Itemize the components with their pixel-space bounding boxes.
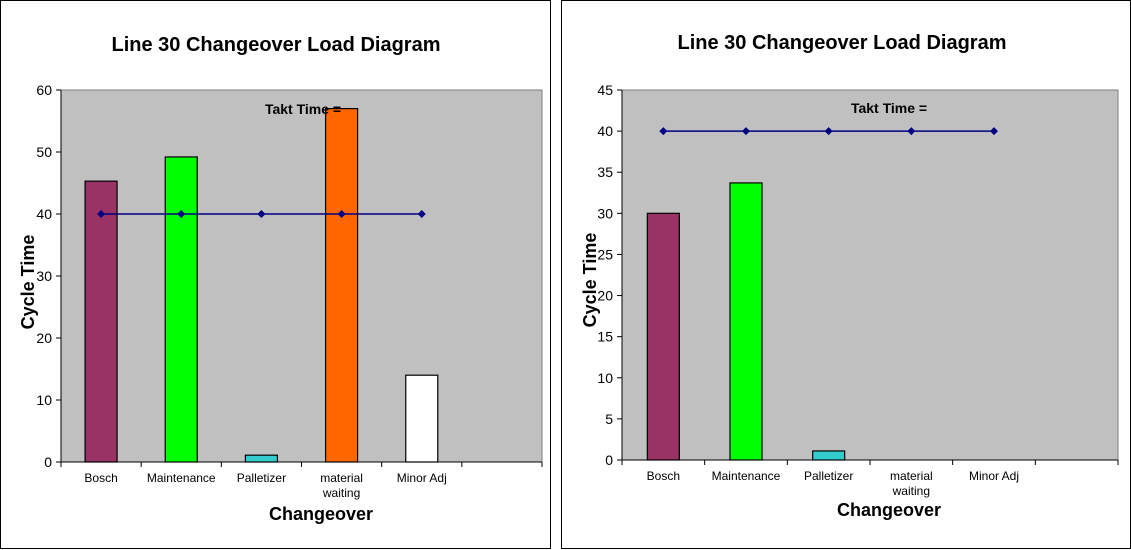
plot-area (60, 89, 543, 463)
takt-time-marker (177, 210, 186, 218)
x-tick-label: material (320, 471, 363, 485)
y-tick-label: 40 (597, 123, 613, 139)
y-tick-label: 60 (36, 82, 52, 98)
y-tick-label: 15 (597, 329, 613, 345)
chart-left: Line 30 Changeover Load Diagram 0 10 20 30 40… (18, 34, 543, 524)
y-tick-label: 5 (605, 411, 613, 427)
y-tick-label: 0 (44, 454, 52, 470)
x-tick-label: waiting (322, 486, 360, 500)
y-tick-label: 30 (597, 205, 613, 221)
bar (164, 156, 198, 463)
y-tick-label: 20 (597, 288, 613, 304)
takt-time-marker (337, 210, 346, 218)
y-tick-label: 35 (597, 164, 613, 180)
y-tick-label: 10 (597, 370, 613, 386)
x-tick-label: Bosch (84, 471, 117, 485)
chart-panel-right: Line 30 Changeover Load Diagram 0 5 10 15 20 2… (561, 0, 1131, 549)
takt-time-marker (257, 210, 266, 218)
x-tick-label: Minor Adj (969, 469, 1019, 483)
y-tick-label: 25 (597, 246, 613, 262)
chart-panel-left: Line 30 Changeover Load Diagram 0 10 20 30 40… (0, 0, 551, 549)
takt-time-marker (907, 127, 916, 136)
chart-title: Line 30 Changeover Load Diagram (678, 32, 1007, 54)
x-tick-label: Palletizer (804, 469, 853, 483)
x-tick-label: Palletizer (237, 471, 286, 485)
y-axis-title: Cycle Time (18, 235, 38, 330)
bar (812, 450, 846, 461)
y-tick-label: 45 (597, 82, 613, 98)
x-tick-label: Minor Adj (397, 471, 447, 485)
bar (244, 454, 279, 463)
y-tick-label: 0 (605, 452, 613, 468)
x-tick-label: Maintenance (147, 471, 216, 485)
takt-time-marker (742, 127, 750, 136)
plot-area (621, 89, 1119, 461)
takt-time-marker (417, 210, 426, 218)
y-tick-label: 20 (36, 330, 52, 346)
takt-time-label: Takt Time = (851, 100, 927, 116)
takt-time-marker (659, 127, 668, 136)
x-tick-label: material (890, 469, 933, 483)
bar (729, 182, 763, 461)
x-axis-title: Changeover (837, 500, 941, 520)
takt-time-marker (824, 127, 833, 136)
x-tick-label: Bosch (647, 469, 680, 483)
y-tick-label: 50 (36, 144, 52, 160)
x-tick-label: waiting (892, 484, 930, 498)
y-tick-label: 40 (36, 206, 52, 222)
x-tick-label: Maintenance (712, 469, 781, 483)
takt-time-marker (990, 127, 998, 136)
takt-time-label: Takt Time = (265, 101, 341, 117)
chart-right: Line 30 Changeover Load Diagram 0 5 10 15 20 2… (580, 32, 1119, 520)
chart-title: Line 30 Changeover Load Diagram (112, 34, 441, 56)
bar (646, 212, 680, 461)
bar (324, 107, 359, 463)
bar (405, 374, 439, 463)
y-tick-label: 30 (36, 268, 52, 284)
bar (84, 180, 118, 463)
x-axis-title: Changeover (269, 504, 373, 524)
takt-time-marker (97, 210, 106, 218)
y-tick-label: 10 (36, 392, 52, 408)
y-axis-title: Cycle Time (580, 233, 600, 328)
